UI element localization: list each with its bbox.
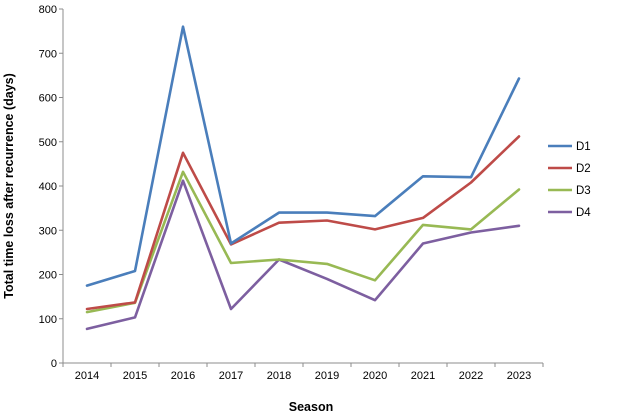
x-tick-label: 2019	[315, 370, 339, 382]
y-tick-label: 300	[39, 225, 57, 237]
x-tick-label: 2017	[219, 370, 243, 382]
y-tick-label: 0	[51, 358, 57, 370]
series-line-d2	[85, 135, 521, 311]
y-tick-label: 600	[39, 93, 57, 105]
x-tick-label: 2016	[171, 370, 195, 382]
x-tick-label: 2018	[267, 370, 291, 382]
x-tick-label: 2023	[507, 370, 531, 382]
x-tick-label: 2014	[75, 370, 99, 382]
x-tick-label: 2021	[411, 370, 435, 382]
y-axis-title: Total time loss after recurrence (days)	[2, 73, 16, 299]
x-tick-label: 2022	[459, 370, 483, 382]
y-tick-label: 400	[39, 181, 57, 193]
legend-label-d4: D4	[576, 207, 591, 219]
legend-label-d3: D3	[576, 185, 591, 197]
series-line-d4	[85, 179, 521, 331]
series-line-d1	[85, 25, 521, 287]
y-tick-label: 100	[39, 314, 57, 326]
y-tick-label: 800	[39, 4, 57, 16]
y-tick-label: 200	[39, 270, 57, 282]
x-axis-title: Season	[289, 400, 333, 412]
x-axis-ticks: 2014 2015 2016 2017 2018 2019 2020 2021 2022 2023	[62, 363, 544, 382]
x-tick-label: 2015	[123, 370, 147, 382]
legend-label-d1: D1	[576, 141, 591, 153]
series-line-d3	[85, 170, 521, 314]
y-axis-ticks: 0 100 200 300 400 500 600 700 800	[39, 4, 63, 370]
y-tick-label: 500	[39, 137, 57, 149]
x-tick-label: 2020	[363, 370, 387, 382]
legend: D1 D2 D3 D4	[548, 141, 591, 219]
y-tick-label: 700	[39, 48, 57, 60]
axes	[62, 9, 543, 364]
legend-label-d2: D2	[576, 163, 591, 175]
plot-lines	[85, 25, 521, 331]
